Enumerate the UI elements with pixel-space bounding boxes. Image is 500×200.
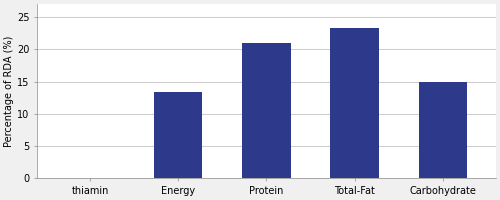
- Bar: [242, 43, 290, 178]
- Bar: [418, 82, 467, 178]
- Y-axis label: Percentage of RDA (%): Percentage of RDA (%): [4, 35, 14, 147]
- Bar: [330, 28, 379, 178]
- Bar: [154, 92, 202, 178]
